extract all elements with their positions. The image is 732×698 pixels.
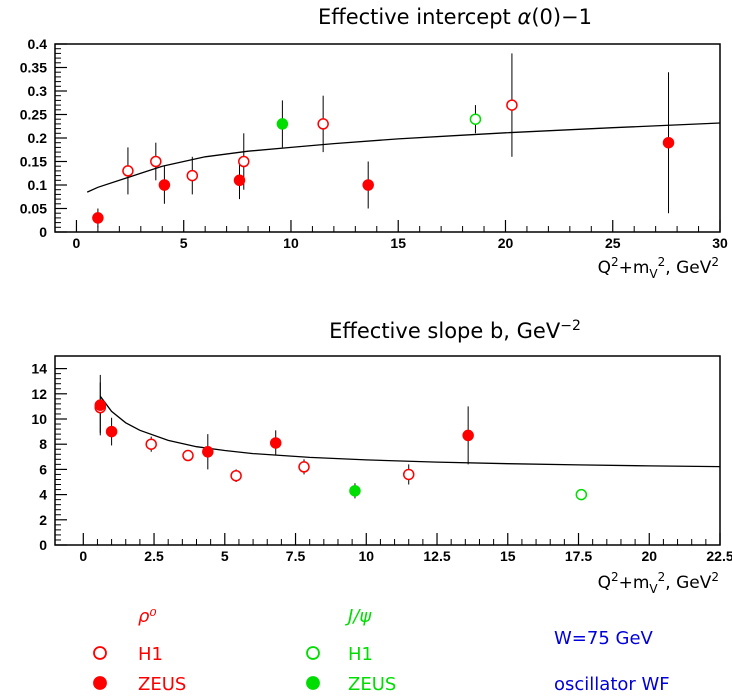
legend-jpsi-zeus-marker bbox=[306, 676, 320, 690]
intercept-ytick-label: 0.4 bbox=[28, 36, 48, 52]
intercept-xtick-label: 15 bbox=[390, 235, 406, 251]
slope-xtick-label: 17.5 bbox=[565, 548, 592, 564]
intercept-ytick-label: 0.35 bbox=[20, 60, 47, 76]
intercept-xtick-label: 0 bbox=[73, 235, 81, 251]
slope-xtick-label: 20 bbox=[641, 548, 657, 564]
slope-xtick-label: 10 bbox=[358, 548, 374, 564]
intercept-xtick-label: 25 bbox=[605, 235, 621, 251]
intercept-point-rho-zeus bbox=[158, 179, 171, 191]
slope-error-bars bbox=[99, 374, 582, 499]
intercept-ytick-label: 0.1 bbox=[28, 177, 48, 193]
slope-point-rho-h1 bbox=[145, 438, 157, 450]
legend: ρ⁰ J/ψ H1 ZEUS H1 ZEUS W=75 GeV oscillat… bbox=[93, 606, 670, 695]
intercept-point-rho-h1 bbox=[238, 155, 250, 168]
legend-rho-h1-marker bbox=[93, 646, 107, 660]
intercept-ytick-label: 0.05 bbox=[20, 201, 47, 217]
intercept-point-rho-zeus bbox=[233, 174, 246, 187]
slope-point-rho-h1 bbox=[230, 469, 242, 482]
slope-xtick-label: 5 bbox=[221, 548, 229, 564]
intercept-xtick-label: 5 bbox=[180, 235, 188, 251]
slope-ytick-label: 0 bbox=[39, 537, 47, 553]
slope-ytick-label: 4 bbox=[39, 487, 47, 503]
slope-ticks: 0 2.5 5 7.5 10 12.5 15 17.5 20 22.5 0 2 4 6 8 10 12 14 bbox=[31, 361, 732, 564]
intercept-point-rho-h1 bbox=[317, 118, 329, 130]
slope-point-rho-h1 bbox=[298, 461, 310, 473]
legend-jpsi-zeus-label: ZEUS bbox=[348, 674, 396, 695]
slope-title: Effective slope b, GeV−2 bbox=[329, 318, 581, 343]
slope-point-rho-zeus bbox=[202, 446, 214, 458]
slope-xtick-label: 7.5 bbox=[286, 548, 306, 564]
intercept-point-rho-zeus bbox=[92, 212, 104, 224]
intercept-point-rho-h1 bbox=[186, 169, 199, 182]
slope-point-rho-zeus bbox=[94, 399, 107, 411]
slope-model-curve bbox=[99, 395, 721, 468]
slope-point-jpsi-zeus bbox=[349, 485, 361, 497]
legend-rho-header: ρ⁰ bbox=[138, 606, 157, 627]
model-note: oscillator WF bbox=[554, 674, 670, 695]
slope-ytick-label: 14 bbox=[31, 361, 47, 377]
intercept-xtick-label: 20 bbox=[498, 235, 514, 251]
intercept-ticks: 0 5 10 15 20 25 30 0 0.05 0.1 0.15 0.2 0.25 0.3 0.35 0.… bbox=[20, 36, 728, 251]
intercept-point-rho-zeus bbox=[362, 179, 374, 191]
slope-xtick-label: 22.5 bbox=[706, 548, 732, 564]
intercept-frame bbox=[54, 43, 721, 233]
slope-ytick-label: 12 bbox=[31, 386, 47, 402]
intercept-point-rho-h1 bbox=[122, 165, 134, 177]
slope-xlabel: Q2+mV2, GeV2 bbox=[598, 570, 719, 596]
intercept-point-rho-h1 bbox=[506, 99, 518, 111]
slope-ytick-label: 6 bbox=[39, 461, 47, 477]
slope-xtick-label: 2.5 bbox=[144, 548, 164, 564]
intercept-ytick-label: 0.25 bbox=[20, 107, 47, 123]
intercept-ytick-label: 0 bbox=[39, 224, 47, 240]
intercept-ytick-label: 0.15 bbox=[20, 154, 47, 170]
slope-point-rho-h1 bbox=[182, 449, 194, 462]
intercept-ytick-label: 0.3 bbox=[28, 83, 48, 99]
slope-xtick-label: 12.5 bbox=[423, 548, 450, 564]
slope-xtick-label: 0 bbox=[79, 548, 87, 564]
intercept-point-rho-zeus bbox=[662, 136, 675, 149]
slope-ytick-label: 2 bbox=[39, 512, 47, 528]
legend-jpsi-header: J/ψ bbox=[345, 606, 372, 627]
legend-rho-zeus-marker bbox=[93, 676, 107, 690]
slope-ytick-label: 10 bbox=[31, 411, 47, 427]
slope-points bbox=[94, 399, 588, 501]
energy-note: W=75 GeV bbox=[554, 628, 654, 649]
slope-point-rho-zeus bbox=[105, 425, 118, 438]
intercept-xtick-label: 30 bbox=[712, 235, 728, 251]
legend-jpsi-h1-label: H1 bbox=[348, 644, 373, 665]
slope-point-jpsi-h1 bbox=[575, 488, 588, 501]
intercept-point-rho-h1 bbox=[150, 155, 162, 168]
intercept-panel: Effective intercept α(0)−1 0 5 10 15 20 25 300… bbox=[20, 5, 728, 281]
slope-frame bbox=[54, 355, 721, 546]
intercept-point-jpsi-h1 bbox=[469, 113, 482, 125]
intercept-model-curve bbox=[86, 122, 721, 193]
slope-panel: Effective slope b, GeV−2 0 2.5 5 7.5 10 12.5 1… bbox=[31, 318, 732, 596]
slope-ytick-label: 8 bbox=[39, 436, 47, 452]
slope-xtick-label: 15 bbox=[500, 548, 516, 564]
legend-rho-zeus-label: ZEUS bbox=[138, 674, 186, 695]
intercept-xtick-label: 10 bbox=[283, 235, 299, 251]
legend-rho-h1-label: H1 bbox=[138, 644, 163, 665]
intercept-point-jpsi-zeus bbox=[276, 118, 289, 130]
intercept-xlabel: Q2+mV2, GeV2 bbox=[598, 255, 719, 281]
slope-point-rho-h1 bbox=[402, 468, 415, 481]
intercept-ytick-label: 0.2 bbox=[28, 130, 48, 146]
slope-point-rho-zeus bbox=[269, 437, 282, 449]
intercept-title: Effective intercept α(0)−1 bbox=[318, 5, 592, 29]
slope-point-rho-zeus bbox=[462, 429, 474, 442]
intercept-points bbox=[92, 99, 675, 224]
legend-jpsi-h1-marker bbox=[306, 646, 320, 660]
